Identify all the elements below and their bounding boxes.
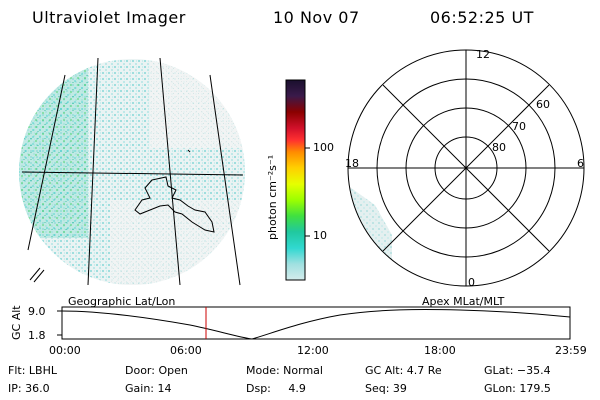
info-gcalt: GC Alt: 4.7 Re — [365, 364, 442, 377]
coastline — [134, 176, 215, 233]
lat-ring-60: 60 — [536, 98, 550, 111]
info-gain: Gain: 14 — [125, 382, 172, 395]
info-glon: GLon: 179.5 — [484, 382, 551, 395]
lat-ring-80: 80 — [492, 141, 506, 154]
xtick-1800: 18:00 — [424, 344, 456, 357]
imager-title: Ultraviolet Imager — [32, 8, 186, 27]
timeline-ylabel: GC Alt — [10, 305, 23, 340]
colorbar-tick-100: 100 — [313, 141, 334, 154]
colorbar-tick-10: 10 — [313, 229, 327, 242]
ytick-9: 9.0 — [28, 305, 46, 318]
ytick-1-8: 1.8 — [28, 329, 46, 342]
time-label: 06:52:25 UT — [430, 8, 534, 27]
info-mode: Mode: Normal — [246, 364, 323, 377]
info-dsp: Dsp: 4.9 — [246, 382, 306, 395]
latlon-grid — [21, 57, 244, 286]
xtick-1200: 12:00 — [297, 344, 329, 357]
mlt-label-18: 18 — [345, 157, 359, 170]
polar-grid — [347, 49, 585, 287]
xtick-0600: 06:00 — [170, 344, 202, 357]
left-panel-label: Geographic Lat/Lon — [68, 295, 176, 308]
info-ip: IP: 36.0 — [8, 382, 50, 395]
right-panel-label: Apex MLat/MLT — [422, 295, 505, 308]
xtick-0000: 00:00 — [49, 344, 81, 357]
info-seq: Seq: 39 — [365, 382, 407, 395]
mlt-label-0: 0 — [468, 276, 475, 289]
mlt-label-12: 12 — [476, 48, 490, 61]
xtick-2359: 23:59 — [555, 344, 587, 357]
info-door: Door: Open — [125, 364, 188, 377]
mlt-label-6: 6 — [577, 157, 584, 170]
lat-ring-70: 70 — [512, 120, 526, 133]
info-flt: Flt: LBHL — [8, 364, 57, 377]
altitude-curve — [61, 309, 571, 340]
date-label: 10 Nov 07 — [273, 8, 360, 27]
info-glat: GLat: −35.4 — [484, 364, 551, 377]
